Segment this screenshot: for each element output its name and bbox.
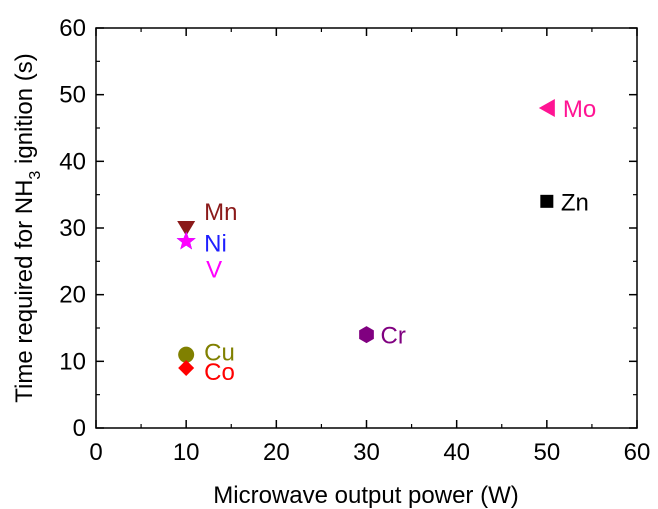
marker-co <box>178 360 195 376</box>
y-tick-label: 50 <box>59 82 86 109</box>
marker-mo <box>538 99 555 117</box>
y-tick-label: 0 <box>73 415 86 442</box>
marker-cu <box>178 346 195 363</box>
data-label-co: Co <box>204 359 235 386</box>
data-label-ni: Ni <box>204 230 227 257</box>
y-axis-title: Time required for NH3 ignition (s) <box>11 53 44 402</box>
x-tick-label: 0 <box>89 439 102 466</box>
y-axis-title-subscript: 3 <box>27 171 44 180</box>
x-tick-label: 60 <box>624 439 651 466</box>
data-label-cr: Cr <box>381 323 406 350</box>
marker-mn <box>177 221 196 236</box>
x-tick-label: 20 <box>263 439 290 466</box>
marker-zn <box>540 194 554 208</box>
x-tick-label: 10 <box>173 439 200 466</box>
marker-cr <box>359 326 374 344</box>
y-tick-label: 30 <box>59 215 86 242</box>
data-markers <box>176 99 555 376</box>
x-tick-label: 30 <box>353 439 380 466</box>
data-label-zn: Zn <box>561 189 589 216</box>
y-axis-title-main: Time required for NH <box>11 180 38 403</box>
axis-ticks <box>95 27 638 429</box>
x-axis-title: Microwave output power (W) <box>213 482 518 509</box>
data-label-mo: Mo <box>563 96 596 123</box>
x-tick-label: 50 <box>533 439 560 466</box>
data-label-cu: Cu <box>204 340 235 367</box>
marker-v <box>176 231 196 250</box>
y-tick-label: 10 <box>59 348 86 375</box>
y-tick-label: 40 <box>59 148 86 175</box>
y-axis-title-end: ignition (s) <box>11 53 38 170</box>
x-tick-label: 40 <box>443 439 470 466</box>
y-tick-label: 60 <box>59 15 86 42</box>
data-label-v: V <box>206 256 222 283</box>
axis-tick-labels: 0 10 20 30 40 50 60 0 10 20 30 40 50 60 <box>59 15 650 466</box>
y-tick-label: 20 <box>59 282 86 309</box>
data-label-mn: Mn <box>204 199 237 226</box>
plot-frame <box>95 27 638 429</box>
